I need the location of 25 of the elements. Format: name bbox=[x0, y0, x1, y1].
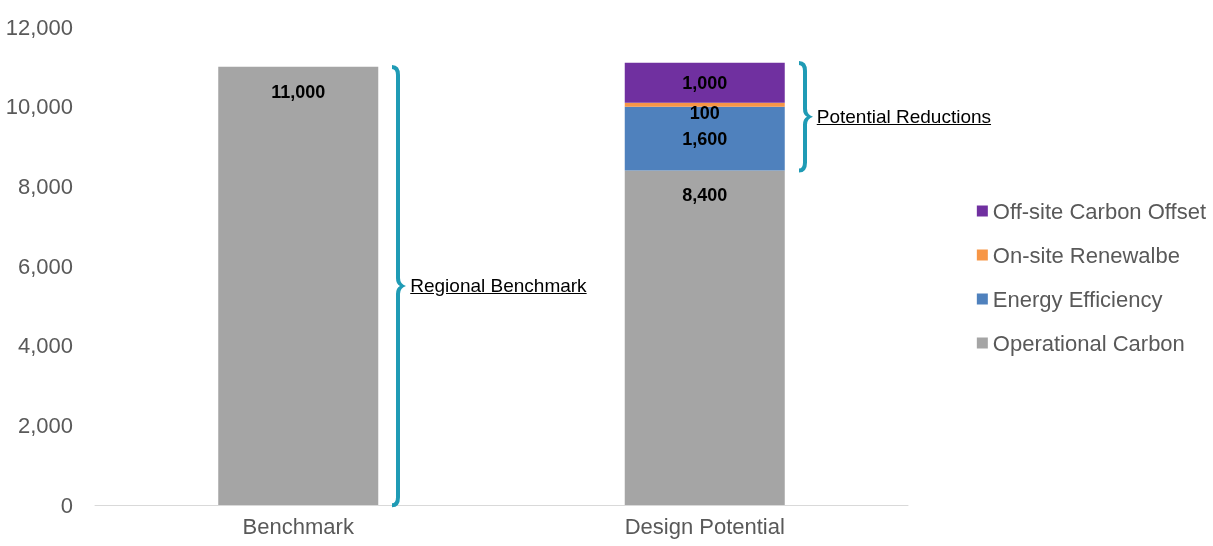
bar bbox=[624, 62, 785, 103]
y-tick-label: 2,000 bbox=[17, 412, 73, 438]
annotation: Regional Benchmark bbox=[410, 274, 587, 296]
bar bbox=[218, 66, 379, 505]
bar bbox=[624, 170, 785, 505]
bar bbox=[624, 106, 785, 171]
bar bbox=[624, 102, 785, 107]
x-tick-label: Benchmark bbox=[242, 513, 355, 539]
y-tick-label: 8,000 bbox=[17, 173, 73, 199]
legend-label: Operational Carbon bbox=[992, 330, 1185, 356]
y-tick-label: 4,000 bbox=[17, 333, 73, 359]
data-label: 1,600 bbox=[682, 128, 728, 149]
y-tick-label: 12,000 bbox=[5, 14, 73, 40]
legend-label: On-site Renewalbe bbox=[992, 242, 1180, 268]
data-label: 8,400 bbox=[682, 185, 728, 206]
annotation: Potential Reductions bbox=[816, 105, 992, 127]
y-tick-label: 6,000 bbox=[17, 253, 73, 279]
legend-label: Energy Efficiency bbox=[992, 286, 1163, 312]
y-tick-label: 10,000 bbox=[5, 94, 73, 120]
data-label: 100 bbox=[689, 102, 720, 123]
data-label: 1,000 bbox=[682, 72, 728, 93]
legend-label: Off-site Carbon Offset bbox=[992, 198, 1206, 224]
data-label: 11,000 bbox=[271, 81, 326, 102]
x-tick-label: Design Potential bbox=[624, 513, 785, 539]
y-tick-label: 0 bbox=[60, 492, 73, 518]
